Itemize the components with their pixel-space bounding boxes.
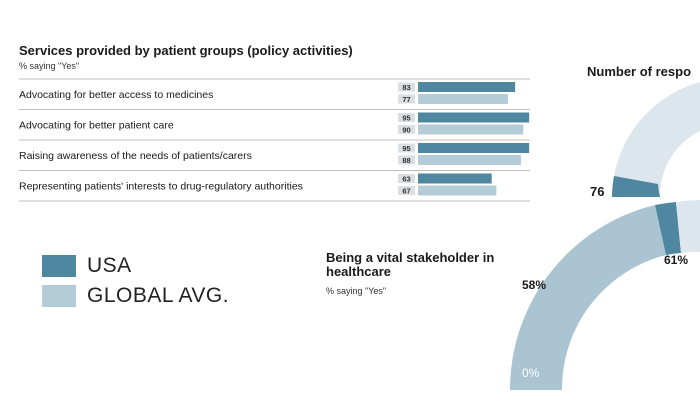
value-label-bg — [398, 143, 415, 153]
stakeholder-label-58pct: 58% — [522, 278, 546, 292]
stakeholder-donut-global-segment — [509, 205, 666, 390]
value-label: 63 — [402, 174, 410, 183]
category-label: Advocating for better access to medicine… — [19, 89, 213, 101]
stakeholder-chart-title: Being a vital stakeholder in healthcare — [326, 250, 495, 279]
bar-usa — [418, 82, 516, 92]
category-label: Representing patients' interests to drug… — [19, 181, 303, 193]
value-label: 67 — [402, 186, 410, 195]
stakeholder-donut-track — [676, 200, 700, 253]
bar-global — [418, 124, 524, 135]
stakeholder-chart-subtitle: % saying "Yes" — [326, 286, 387, 296]
value-label: 83 — [402, 83, 410, 92]
category-label: Advocating for better patient care — [19, 120, 174, 132]
value-label-bg — [398, 186, 415, 195]
category-label: Raising awareness of the needs of patien… — [19, 150, 252, 162]
value-label-bg — [398, 155, 415, 165]
bar-global — [418, 185, 497, 196]
respondents-chart-title: Number of respo — [587, 64, 692, 79]
stakeholder-label-61pct: 61% — [664, 253, 688, 267]
value-label-bg — [398, 94, 415, 104]
value-label-bg — [398, 174, 415, 183]
respondents-donut-segment — [612, 176, 660, 197]
bar-chart-title: Services provided by patient groups (pol… — [19, 43, 353, 58]
value-label: 95 — [402, 113, 410, 122]
value-label: 88 — [402, 156, 410, 165]
value-label-bg — [398, 125, 415, 134]
respondents-label-76: 76 — [590, 184, 604, 199]
value-label-bg — [398, 113, 415, 122]
bar-global — [418, 94, 509, 104]
value-label: 95 — [402, 144, 410, 153]
stakeholder-donut-usa-segment — [655, 202, 681, 255]
legend-label-global: GLOBAL AVG. — [87, 284, 230, 307]
legend-swatch-usa — [42, 255, 76, 277]
legend-label-usa: USA — [87, 254, 132, 277]
stakeholder-label-0pct: 0% — [522, 366, 540, 380]
value-label: 90 — [402, 125, 410, 134]
value-label-bg — [398, 82, 415, 92]
respondents-donut-track — [612, 82, 700, 197]
bar-global — [418, 155, 521, 165]
bar-usa — [418, 143, 530, 153]
bar-usa — [418, 112, 530, 123]
bar-chart-subtitle: % saying "Yes" — [19, 61, 80, 71]
bar-usa — [418, 173, 492, 184]
value-label: 77 — [402, 95, 410, 104]
legend-swatch-global — [42, 285, 76, 307]
